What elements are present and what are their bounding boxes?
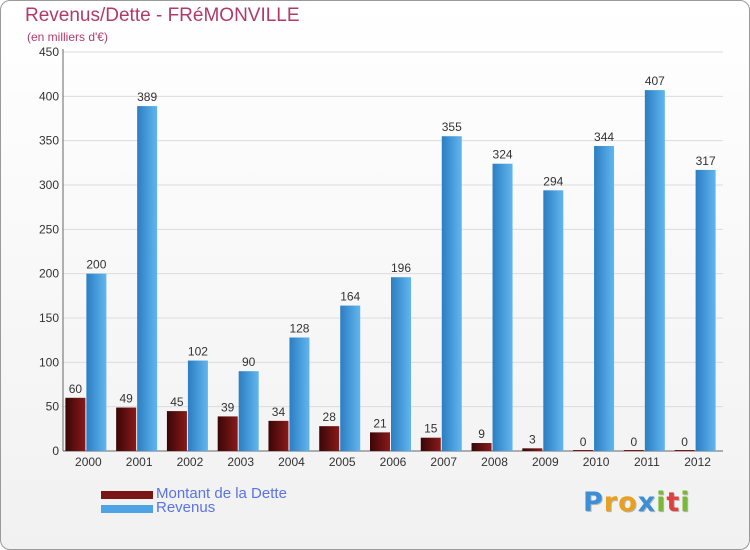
legend-swatch-dette <box>101 491 153 499</box>
bar-revenus-2012 <box>695 169 716 451</box>
data-label-dette-2004: 34 <box>272 405 286 419</box>
chart-subtitle: (en milliers d'€) <box>27 30 108 44</box>
bar-revenus-2001 <box>137 106 158 451</box>
data-label-dette-2001: 49 <box>119 392 133 406</box>
data-label-revenus-2000: 200 <box>86 258 106 272</box>
bar-dette-2006 <box>370 432 390 451</box>
bar-revenus-2003 <box>238 371 259 451</box>
data-label-revenus-2005: 164 <box>340 290 360 304</box>
x-tick-label: 2008 <box>481 455 508 469</box>
bar-dette-2004 <box>268 420 289 451</box>
bar-dette-2005 <box>319 426 340 451</box>
bar-revenus-2011 <box>644 90 665 452</box>
data-label-dette-2006: 21 <box>373 416 387 430</box>
data-label-dette-2009: 3 <box>529 432 536 446</box>
y-tick-label: 350 <box>39 134 59 148</box>
x-tick-label: 2007 <box>430 455 457 469</box>
data-label-revenus-2007: 355 <box>442 120 462 134</box>
data-label-revenus-2008: 324 <box>493 148 513 162</box>
y-tick-label: 450 <box>39 45 59 59</box>
bar-revenus-2007 <box>441 136 462 451</box>
legend-swatch-revenus <box>101 505 153 513</box>
bar-dette-2001 <box>116 407 137 451</box>
y-tick-label: 400 <box>39 89 59 103</box>
bar-revenus-2002 <box>187 360 208 451</box>
bar-revenus-2000 <box>86 273 107 451</box>
bar-dette-2008 <box>471 443 492 451</box>
bar-dette-2012 <box>674 450 695 451</box>
bar-revenus-2006 <box>391 277 411 451</box>
bar-dette-2007 <box>420 437 441 451</box>
data-label-dette-2000: 60 <box>69 382 83 396</box>
bar-dette-2002 <box>166 411 187 451</box>
y-tick-label: 0 <box>52 444 59 458</box>
legend-label-dette: Montant de la Dette <box>156 485 287 502</box>
data-label-dette-2002: 45 <box>170 395 184 409</box>
x-tick-label: 2004 <box>278 455 305 469</box>
data-label-dette-2007: 15 <box>424 422 438 436</box>
bar-dette-2003 <box>217 416 238 451</box>
x-tick-label: 2005 <box>329 455 356 469</box>
y-tick-label: 100 <box>39 355 59 369</box>
data-label-revenus-2002: 102 <box>188 345 208 359</box>
bar-revenus-2009 <box>543 190 564 451</box>
data-label-dette-2008: 9 <box>478 427 485 441</box>
x-tick-label: 2009 <box>532 455 559 469</box>
data-label-revenus-2004: 128 <box>289 322 309 336</box>
data-label-revenus-2001: 389 <box>137 90 157 104</box>
legend-label-revenus: Revenus <box>156 499 216 516</box>
bar-revenus-2008 <box>492 163 513 451</box>
data-label-revenus-2011: 407 <box>645 74 665 88</box>
data-label-revenus-2009: 294 <box>543 174 563 188</box>
data-label-revenus-2010: 344 <box>594 130 614 144</box>
bar-revenus-2004 <box>289 337 310 451</box>
data-label-revenus-2003: 90 <box>242 355 256 369</box>
y-tick-label: 200 <box>39 267 59 281</box>
x-tick-label: 2001 <box>126 455 153 469</box>
data-label-revenus-2006: 196 <box>391 261 411 275</box>
y-tick-label: 250 <box>39 222 59 236</box>
bar-dette-2009 <box>522 448 543 451</box>
data-label-dette-2012: 0 <box>681 435 688 449</box>
x-tick-label: 2011 <box>634 455 660 469</box>
x-tick-label: 2002 <box>177 455 204 469</box>
x-tick-label: 2000 <box>75 455 102 469</box>
bar-revenus-2010 <box>594 145 615 451</box>
bar-dette-2011 <box>623 450 644 451</box>
x-tick-label: 2010 <box>583 455 610 469</box>
y-tick-label: 50 <box>46 400 60 414</box>
bar-dette-2000 <box>65 397 86 451</box>
data-label-revenus-2012: 317 <box>696 154 716 168</box>
x-tick-label: 2003 <box>227 455 254 469</box>
y-tick-label: 300 <box>39 178 59 192</box>
y-tick-label: 150 <box>39 311 59 325</box>
data-label-dette-2010: 0 <box>580 435 587 449</box>
chart-title: Revenus/Dette - FRéMONVILLE <box>25 5 300 26</box>
bar-revenus-2005 <box>340 305 361 451</box>
x-tick-label: 2012 <box>684 455 711 469</box>
data-label-dette-2005: 28 <box>323 410 337 424</box>
bar-dette-2010 <box>573 450 594 451</box>
data-label-dette-2011: 0 <box>631 435 638 449</box>
data-label-dette-2003: 39 <box>221 400 235 414</box>
x-tick-label: 2006 <box>380 455 407 469</box>
proxiti-logo: Proxiti <box>583 487 691 518</box>
